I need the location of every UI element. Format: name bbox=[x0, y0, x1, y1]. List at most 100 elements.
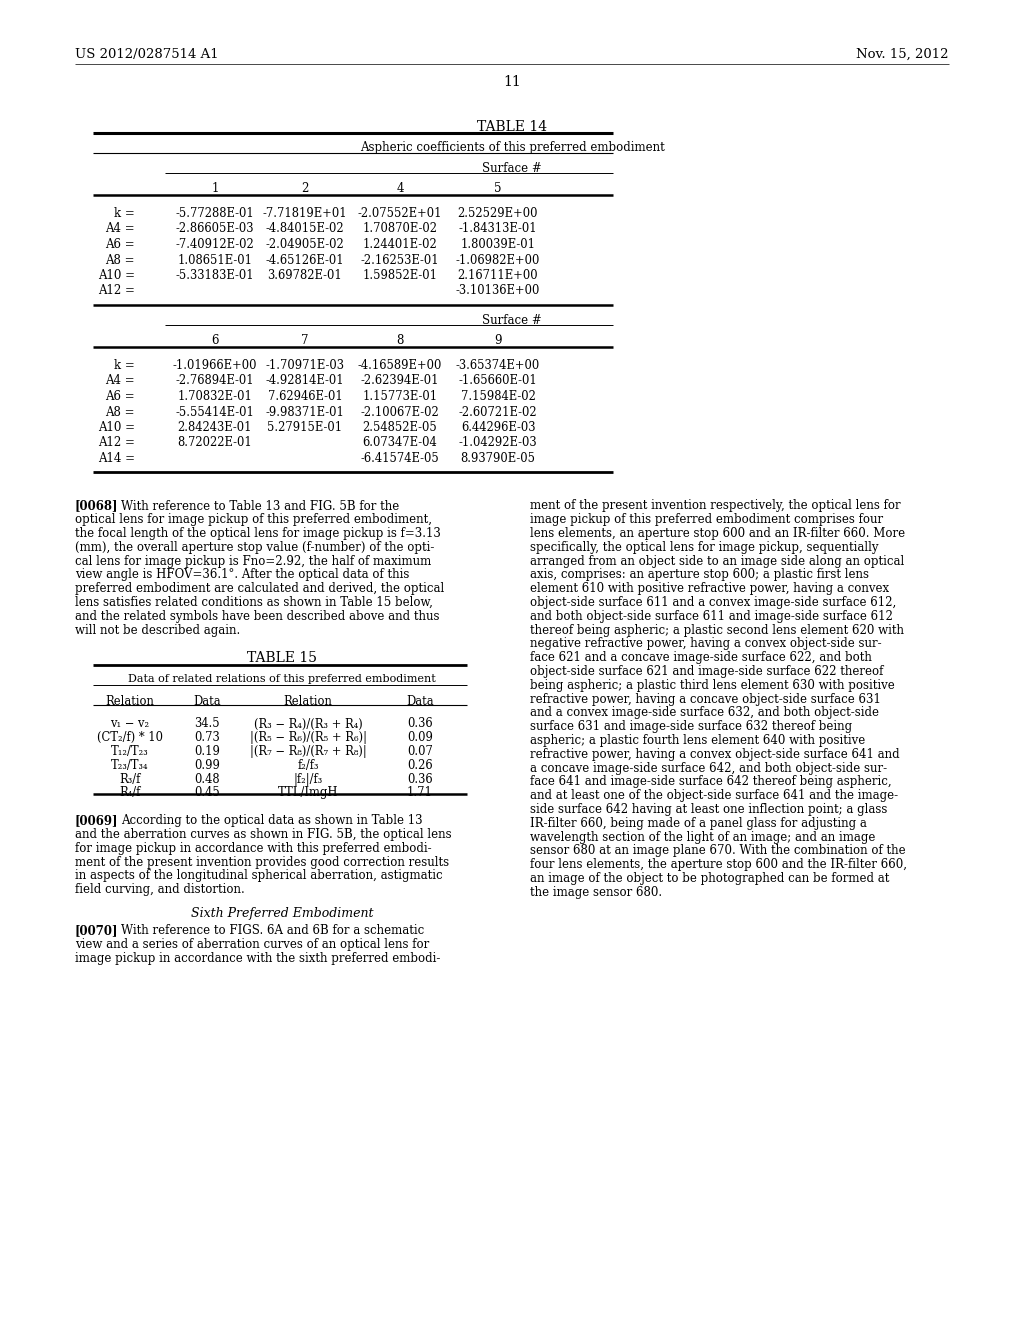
Text: -7.71819E+01: -7.71819E+01 bbox=[263, 207, 347, 220]
Text: -4.84015E-02: -4.84015E-02 bbox=[265, 223, 344, 235]
Text: -4.92814E-01: -4.92814E-01 bbox=[265, 375, 344, 388]
Text: 2.54852E-05: 2.54852E-05 bbox=[362, 421, 437, 434]
Text: aspheric; a plastic fourth lens element 640 with positive: aspheric; a plastic fourth lens element … bbox=[530, 734, 865, 747]
Text: 1.08651E-01: 1.08651E-01 bbox=[177, 253, 253, 267]
Text: -1.65660E-01: -1.65660E-01 bbox=[459, 375, 538, 388]
Text: With reference to Table 13 and FIG. 5B for the: With reference to Table 13 and FIG. 5B f… bbox=[121, 499, 399, 512]
Text: -9.98371E-01: -9.98371E-01 bbox=[265, 405, 344, 418]
Text: With reference to FIGS. 6A and 6B for a schematic: With reference to FIGS. 6A and 6B for a … bbox=[121, 924, 424, 937]
Text: Sixth Preferred Embodiment: Sixth Preferred Embodiment bbox=[190, 907, 374, 920]
Text: side surface 642 having at least one inflection point; a glass: side surface 642 having at least one inf… bbox=[530, 803, 888, 816]
Text: k =: k = bbox=[115, 359, 135, 372]
Text: being aspheric; a plastic third lens element 630 with positive: being aspheric; a plastic third lens ele… bbox=[530, 678, 895, 692]
Text: |(R₇ − R₈)/(R₇ + R₈)|: |(R₇ − R₈)/(R₇ + R₈)| bbox=[250, 744, 367, 758]
Text: 1.80039E-01: 1.80039E-01 bbox=[461, 238, 536, 251]
Text: 0.09: 0.09 bbox=[408, 731, 433, 744]
Text: 5.27915E-01: 5.27915E-01 bbox=[267, 421, 343, 434]
Text: US 2012/0287514 A1: US 2012/0287514 A1 bbox=[75, 48, 219, 61]
Text: T₁₂/T₂₃: T₁₂/T₂₃ bbox=[112, 744, 148, 758]
Text: -4.16589E+00: -4.16589E+00 bbox=[357, 359, 442, 372]
Text: -1.04292E-03: -1.04292E-03 bbox=[459, 437, 538, 450]
Text: Data: Data bbox=[407, 696, 434, 709]
Text: ment of the present invention provides good correction results: ment of the present invention provides g… bbox=[75, 855, 450, 869]
Text: According to the optical data as shown in Table 13: According to the optical data as shown i… bbox=[121, 814, 423, 828]
Text: surface 631 and image-side surface 632 thereof being: surface 631 and image-side surface 632 t… bbox=[530, 721, 852, 734]
Text: 7: 7 bbox=[301, 334, 309, 347]
Text: 0.48: 0.48 bbox=[195, 772, 220, 785]
Text: 5: 5 bbox=[495, 182, 502, 195]
Text: -1.84313E-01: -1.84313E-01 bbox=[459, 223, 538, 235]
Text: for image pickup in accordance with this preferred embodi-: for image pickup in accordance with this… bbox=[75, 842, 432, 855]
Text: 1.71: 1.71 bbox=[408, 787, 433, 800]
Text: 7.62946E-01: 7.62946E-01 bbox=[267, 389, 342, 403]
Text: wavelength section of the light of an image; and an image: wavelength section of the light of an im… bbox=[530, 830, 876, 843]
Text: Nov. 15, 2012: Nov. 15, 2012 bbox=[856, 48, 949, 61]
Text: 11: 11 bbox=[503, 75, 521, 88]
Text: will not be described again.: will not be described again. bbox=[75, 623, 241, 636]
Text: -2.76894E-01: -2.76894E-01 bbox=[176, 375, 254, 388]
Text: |f₂|/f₃: |f₂|/f₃ bbox=[293, 772, 323, 785]
Text: thereof being aspheric; a plastic second lens element 620 with: thereof being aspheric; a plastic second… bbox=[530, 623, 904, 636]
Text: view angle is HFOV=36.1°. After the optical data of this: view angle is HFOV=36.1°. After the opti… bbox=[75, 569, 410, 582]
Text: 1.59852E-01: 1.59852E-01 bbox=[362, 269, 437, 282]
Text: 1: 1 bbox=[211, 182, 219, 195]
Text: 6.44296E-03: 6.44296E-03 bbox=[461, 421, 536, 434]
Text: 8: 8 bbox=[396, 334, 403, 347]
Text: preferred embodiment are calculated and derived, the optical: preferred embodiment are calculated and … bbox=[75, 582, 444, 595]
Text: f₂/f₃: f₂/f₃ bbox=[297, 759, 318, 772]
Text: image pickup of this preferred embodiment comprises four: image pickup of this preferred embodimen… bbox=[530, 513, 883, 527]
Text: -2.10067E-02: -2.10067E-02 bbox=[360, 405, 439, 418]
Text: 4: 4 bbox=[396, 182, 403, 195]
Text: R₃/f: R₃/f bbox=[120, 772, 140, 785]
Text: axis, comprises: an aperture stop 600; a plastic first lens: axis, comprises: an aperture stop 600; a… bbox=[530, 569, 869, 582]
Text: Data of related relations of this preferred embodiment: Data of related relations of this prefer… bbox=[128, 675, 436, 685]
Text: face 641 and image-side surface 642 thereof being aspheric,: face 641 and image-side surface 642 ther… bbox=[530, 775, 892, 788]
Text: (mm), the overall aperture stop value (f-number) of the opti-: (mm), the overall aperture stop value (f… bbox=[75, 541, 434, 554]
Text: -4.65126E-01: -4.65126E-01 bbox=[265, 253, 344, 267]
Text: -2.07552E+01: -2.07552E+01 bbox=[357, 207, 442, 220]
Text: 2.52529E+00: 2.52529E+00 bbox=[458, 207, 539, 220]
Text: face 621 and a concave image-side surface 622, and both: face 621 and a concave image-side surfac… bbox=[530, 651, 871, 664]
Text: the focal length of the optical lens for image pickup is f=3.13: the focal length of the optical lens for… bbox=[75, 527, 441, 540]
Text: 0.99: 0.99 bbox=[195, 759, 220, 772]
Text: A6 =: A6 = bbox=[105, 389, 135, 403]
Text: ment of the present invention respectively, the optical lens for: ment of the present invention respective… bbox=[530, 499, 901, 512]
Text: -5.77288E-01: -5.77288E-01 bbox=[176, 207, 254, 220]
Text: a concave image-side surface 642, and both object-side sur-: a concave image-side surface 642, and bo… bbox=[530, 762, 887, 775]
Text: four lens elements, the aperture stop 600 and the IR-filter 660,: four lens elements, the aperture stop 60… bbox=[530, 858, 907, 871]
Text: and the aberration curves as shown in FIG. 5B, the optical lens: and the aberration curves as shown in FI… bbox=[75, 828, 452, 841]
Text: 0.36: 0.36 bbox=[408, 718, 433, 730]
Text: -1.70971E-03: -1.70971E-03 bbox=[265, 359, 344, 372]
Text: -2.62394E-01: -2.62394E-01 bbox=[360, 375, 439, 388]
Text: k =: k = bbox=[115, 207, 135, 220]
Text: A10 =: A10 = bbox=[98, 269, 135, 282]
Text: object-side surface 611 and a convex image-side surface 612,: object-side surface 611 and a convex ima… bbox=[530, 597, 896, 609]
Text: 7.15984E-02: 7.15984E-02 bbox=[461, 389, 536, 403]
Text: -5.55414E-01: -5.55414E-01 bbox=[175, 405, 254, 418]
Text: 3.69782E-01: 3.69782E-01 bbox=[267, 269, 342, 282]
Text: A10 =: A10 = bbox=[98, 421, 135, 434]
Text: view and a series of aberration curves of an optical lens for: view and a series of aberration curves o… bbox=[75, 939, 429, 950]
Text: 2: 2 bbox=[301, 182, 308, 195]
Text: -6.41574E-05: -6.41574E-05 bbox=[360, 451, 439, 465]
Text: A4 =: A4 = bbox=[105, 375, 135, 388]
Text: Aspheric coefficients of this preferred embodiment: Aspheric coefficients of this preferred … bbox=[359, 141, 665, 154]
Text: [0070]: [0070] bbox=[75, 924, 119, 937]
Text: A14 =: A14 = bbox=[98, 451, 135, 465]
Text: A12 =: A12 = bbox=[98, 437, 135, 450]
Text: (R₃ − R₄)/(R₃ + R₄): (R₃ − R₄)/(R₃ + R₄) bbox=[254, 718, 362, 730]
Text: and a convex image-side surface 632, and both object-side: and a convex image-side surface 632, and… bbox=[530, 706, 879, 719]
Text: Relation: Relation bbox=[284, 696, 333, 709]
Text: Data: Data bbox=[194, 696, 221, 709]
Text: refractive power, having a concave object-side surface 631: refractive power, having a concave objec… bbox=[530, 693, 881, 706]
Text: v₁ − v₂: v₁ − v₂ bbox=[111, 718, 150, 730]
Text: Surface #: Surface # bbox=[482, 162, 542, 176]
Text: 2.16711E+00: 2.16711E+00 bbox=[458, 269, 539, 282]
Text: [0068]: [0068] bbox=[75, 499, 119, 512]
Text: refractive power, having a convex object-side surface 641 and: refractive power, having a convex object… bbox=[530, 748, 900, 760]
Text: 34.5: 34.5 bbox=[195, 718, 220, 730]
Text: 8.93790E-05: 8.93790E-05 bbox=[461, 451, 536, 465]
Text: and at least one of the object-side surface 641 and the image-: and at least one of the object-side surf… bbox=[530, 789, 898, 803]
Text: 1.70832E-01: 1.70832E-01 bbox=[177, 389, 253, 403]
Text: sensor 680 at an image plane 670. With the combination of the: sensor 680 at an image plane 670. With t… bbox=[530, 845, 905, 858]
